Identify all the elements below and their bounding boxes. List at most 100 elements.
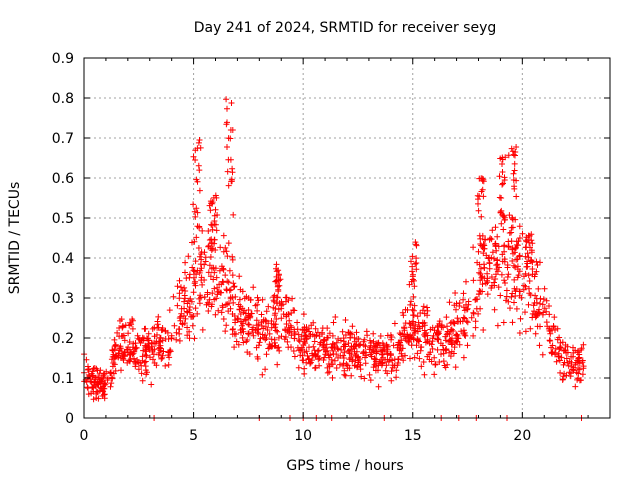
data-point	[138, 362, 145, 369]
data-point	[373, 350, 380, 357]
data-point	[189, 322, 196, 329]
data-point	[532, 330, 539, 337]
data-point	[516, 330, 523, 336]
data-point	[444, 361, 451, 368]
data-point	[541, 285, 548, 292]
data-point	[196, 269, 203, 276]
axis-ticks	[83, 57, 610, 419]
data-point	[290, 307, 297, 314]
data-point	[414, 350, 421, 357]
data-point	[290, 348, 297, 354]
data-point	[231, 330, 238, 337]
data-point	[193, 271, 200, 278]
data-point	[231, 283, 238, 290]
data-point	[158, 355, 165, 362]
data-point	[424, 332, 431, 339]
data-point	[522, 244, 529, 251]
data-point	[478, 188, 485, 195]
data-point	[360, 349, 367, 356]
data-point	[231, 344, 238, 351]
data-point	[507, 305, 513, 312]
data-point	[330, 351, 337, 357]
data-point	[549, 342, 556, 349]
data-point	[398, 337, 405, 344]
data-point	[494, 261, 501, 268]
data-point	[209, 226, 216, 233]
data-point	[309, 350, 315, 357]
data-point	[137, 340, 144, 346]
data-point	[176, 326, 183, 333]
data-point	[301, 338, 308, 345]
data-point	[236, 273, 243, 280]
data-point	[227, 135, 234, 142]
data-point	[300, 311, 307, 318]
data-point	[533, 268, 540, 275]
data-point	[367, 377, 374, 384]
data-point	[477, 241, 484, 247]
data-point	[249, 326, 256, 333]
data-point	[427, 349, 434, 356]
data-point	[399, 330, 406, 337]
data-point	[536, 342, 543, 349]
data-point	[498, 207, 505, 214]
data-point	[98, 378, 105, 384]
data-point	[454, 318, 461, 325]
data-point	[295, 364, 302, 371]
data-point	[127, 356, 134, 363]
data-point	[303, 335, 310, 342]
data-point	[510, 170, 517, 177]
data-point	[575, 370, 582, 377]
data-point	[340, 338, 347, 345]
data-point	[316, 341, 323, 348]
data-point	[184, 300, 191, 307]
data-point	[513, 241, 520, 248]
data-point	[488, 274, 495, 280]
data-point	[549, 350, 555, 357]
data-point	[264, 327, 271, 333]
data-point	[470, 244, 477, 251]
data-point	[288, 332, 295, 339]
data-point	[294, 326, 301, 333]
data-point	[324, 364, 331, 371]
data-point	[533, 295, 540, 302]
data-point	[243, 293, 250, 300]
data-point	[424, 338, 431, 345]
data-point	[154, 321, 161, 328]
data-point	[410, 312, 417, 319]
data-point	[316, 362, 323, 369]
data-point	[222, 272, 229, 279]
data-point	[235, 341, 242, 348]
data-point	[339, 328, 346, 335]
data-point	[533, 258, 540, 265]
data-point	[127, 350, 134, 357]
data-point	[292, 330, 298, 337]
data-point	[332, 314, 339, 320]
data-point	[224, 253, 231, 260]
data-point	[114, 329, 121, 336]
data-point	[194, 223, 201, 230]
data-point	[522, 253, 529, 260]
data-point	[283, 321, 290, 327]
data-point	[111, 346, 118, 353]
data-point	[372, 356, 379, 363]
data-point	[237, 286, 244, 293]
data-point	[363, 328, 370, 335]
data-point	[270, 304, 277, 311]
data-point	[388, 377, 395, 384]
data-point	[225, 279, 232, 286]
data-point	[252, 302, 259, 309]
data-point	[525, 301, 532, 308]
data-point	[486, 260, 493, 267]
data-point	[449, 335, 455, 342]
data-point	[396, 347, 403, 354]
data-point	[499, 154, 506, 161]
data-point	[513, 144, 520, 150]
data-point	[262, 336, 269, 343]
data-points	[81, 96, 587, 421]
data-point	[498, 195, 505, 201]
data-point	[190, 313, 197, 319]
data-point	[245, 307, 252, 313]
data-point	[306, 325, 312, 332]
data-point	[399, 309, 406, 316]
data-point	[265, 303, 272, 310]
